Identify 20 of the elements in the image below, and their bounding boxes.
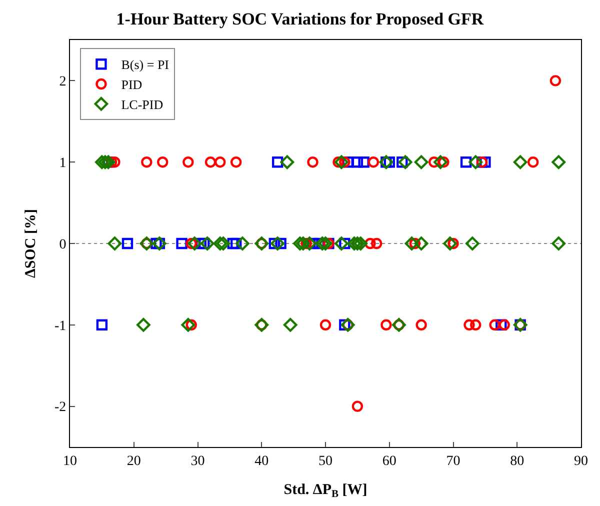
x-tick-label: 90 — [574, 454, 588, 469]
y-tick-label: 1 — [59, 156, 66, 171]
y-tick-label: -2 — [54, 400, 66, 416]
x-tick-label: 30 — [190, 454, 205, 469]
x-tick-label: 10 — [63, 454, 77, 469]
y-tick-label: 2 — [59, 74, 66, 90]
y-tick-label: 0 — [59, 237, 66, 252]
x-tick-label: 50 — [318, 454, 332, 469]
legend-label: B(s) = PI — [121, 57, 169, 72]
x-tick-label: 40 — [254, 454, 269, 469]
y-tick-label: -1 — [54, 318, 66, 334]
chart-title: 1-Hour Battery SOC Variations for Proposed GFR — [116, 10, 484, 29]
y-axis-title: ΔSOC [%] — [22, 209, 39, 278]
x-tick-label: 20 — [126, 454, 141, 469]
x-tick-label: 80 — [510, 454, 524, 469]
legend-label: LC-PID — [121, 96, 164, 112]
legend-label: PID — [121, 77, 142, 92]
x-tick-label: 70 — [446, 454, 460, 469]
x-tick-label: 60 — [382, 454, 396, 469]
x-axis-title: Std. ΔP$_{B}$ [W] — [284, 482, 368, 500]
